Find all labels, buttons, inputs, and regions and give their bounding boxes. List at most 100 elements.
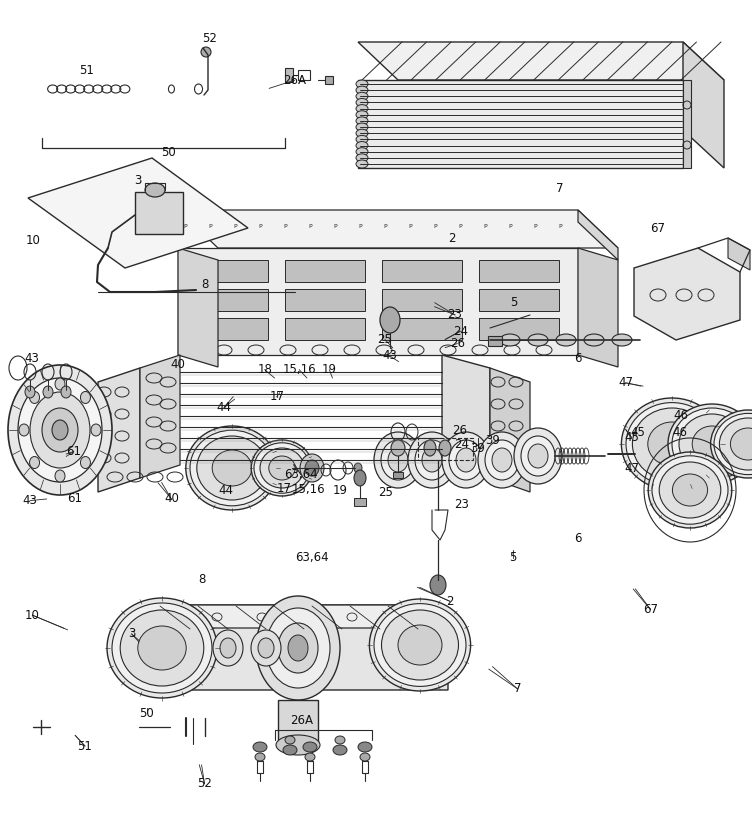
Text: 26: 26 xyxy=(450,337,465,350)
Ellipse shape xyxy=(720,418,752,470)
Text: 40: 40 xyxy=(171,358,186,371)
Ellipse shape xyxy=(672,408,752,480)
Text: P: P xyxy=(284,224,287,229)
Text: 8: 8 xyxy=(202,278,209,291)
Text: P: P xyxy=(484,224,487,229)
Text: 52: 52 xyxy=(202,32,217,44)
Bar xyxy=(135,192,183,234)
Ellipse shape xyxy=(80,392,90,403)
Ellipse shape xyxy=(354,463,362,473)
Polygon shape xyxy=(148,605,448,628)
Text: 63,64: 63,64 xyxy=(296,551,329,564)
Ellipse shape xyxy=(584,334,604,346)
Text: 6: 6 xyxy=(574,532,581,545)
Text: 7: 7 xyxy=(556,182,564,195)
Text: P: P xyxy=(208,224,212,229)
Text: 19: 19 xyxy=(322,363,337,376)
Ellipse shape xyxy=(333,745,347,755)
Ellipse shape xyxy=(648,452,732,528)
Text: 25: 25 xyxy=(378,333,393,346)
Bar xyxy=(479,260,559,282)
Polygon shape xyxy=(98,368,140,492)
Text: 3: 3 xyxy=(128,627,135,640)
Text: P: P xyxy=(308,224,312,229)
Bar xyxy=(635,450,651,460)
Text: 40: 40 xyxy=(164,492,179,506)
Ellipse shape xyxy=(632,408,711,480)
Text: 24: 24 xyxy=(454,438,469,452)
Ellipse shape xyxy=(439,440,451,456)
Ellipse shape xyxy=(668,404,752,484)
Text: 23: 23 xyxy=(454,498,469,511)
Ellipse shape xyxy=(374,432,422,488)
Text: 15,16: 15,16 xyxy=(291,483,325,497)
Ellipse shape xyxy=(415,440,449,480)
Ellipse shape xyxy=(305,460,319,476)
Ellipse shape xyxy=(528,334,548,346)
Bar xyxy=(488,336,502,346)
Text: 5: 5 xyxy=(511,295,517,308)
Text: 67: 67 xyxy=(650,222,666,235)
Ellipse shape xyxy=(112,603,212,693)
Text: 10: 10 xyxy=(25,609,40,622)
Bar xyxy=(285,289,365,311)
Text: P: P xyxy=(433,224,437,229)
Text: P: P xyxy=(384,224,387,229)
Polygon shape xyxy=(634,248,740,340)
Ellipse shape xyxy=(647,422,696,466)
Text: 50: 50 xyxy=(139,707,154,720)
Ellipse shape xyxy=(52,420,68,440)
Ellipse shape xyxy=(276,735,320,755)
Text: 44: 44 xyxy=(219,483,234,497)
Text: 26A: 26A xyxy=(290,713,314,726)
Text: 47: 47 xyxy=(624,461,639,474)
Polygon shape xyxy=(178,248,578,355)
Bar xyxy=(683,80,691,168)
Text: 43: 43 xyxy=(382,349,397,362)
Ellipse shape xyxy=(422,448,442,472)
Ellipse shape xyxy=(354,470,366,486)
Ellipse shape xyxy=(485,440,519,480)
Polygon shape xyxy=(358,42,724,80)
Ellipse shape xyxy=(8,365,112,495)
Ellipse shape xyxy=(356,80,368,88)
Ellipse shape xyxy=(660,462,721,518)
Ellipse shape xyxy=(25,386,35,398)
Bar xyxy=(285,68,293,82)
Ellipse shape xyxy=(672,474,708,506)
Ellipse shape xyxy=(356,92,368,101)
Ellipse shape xyxy=(478,432,526,488)
Bar xyxy=(285,318,365,340)
Text: 19: 19 xyxy=(332,483,347,497)
Ellipse shape xyxy=(255,753,265,761)
Ellipse shape xyxy=(652,456,728,524)
Text: 26A: 26A xyxy=(284,74,306,87)
Text: 43: 43 xyxy=(23,494,38,507)
Text: 17: 17 xyxy=(269,390,284,403)
Ellipse shape xyxy=(424,440,436,456)
Ellipse shape xyxy=(356,136,368,143)
Text: 24: 24 xyxy=(453,325,468,338)
Ellipse shape xyxy=(356,123,368,131)
Text: 3: 3 xyxy=(135,173,141,187)
Ellipse shape xyxy=(266,608,330,688)
Text: P: P xyxy=(458,224,462,229)
Ellipse shape xyxy=(356,154,368,162)
Ellipse shape xyxy=(283,745,297,755)
Bar xyxy=(298,70,310,80)
Text: 51: 51 xyxy=(77,739,92,753)
Polygon shape xyxy=(148,605,448,690)
Ellipse shape xyxy=(358,742,372,752)
Text: 51: 51 xyxy=(80,64,95,77)
Text: 45: 45 xyxy=(624,431,639,444)
Polygon shape xyxy=(442,355,490,478)
Ellipse shape xyxy=(201,47,211,57)
Ellipse shape xyxy=(335,736,345,744)
Text: P: P xyxy=(408,224,412,229)
Ellipse shape xyxy=(268,456,296,480)
Text: 6: 6 xyxy=(575,352,582,365)
Ellipse shape xyxy=(288,635,308,661)
Bar xyxy=(188,289,268,311)
Ellipse shape xyxy=(43,386,53,398)
Ellipse shape xyxy=(120,610,204,686)
